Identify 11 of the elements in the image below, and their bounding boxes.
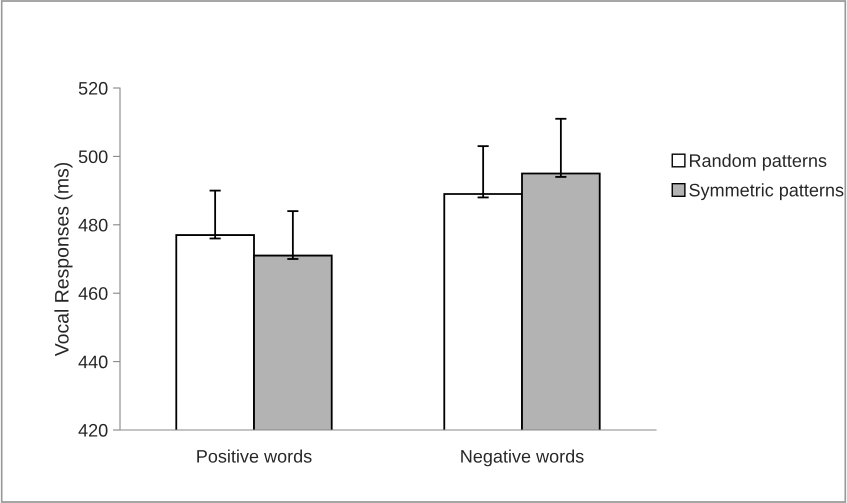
y-axis-title: Vocal Responses (ms) [54, 162, 73, 356]
y-tick-label: 420 [78, 424, 108, 437]
y-tick-label: 500 [78, 150, 108, 164]
y-tick-label: 480 [78, 218, 108, 232]
x-tick-label: Positive words [197, 449, 312, 463]
y-tick-label: 520 [78, 82, 108, 95]
legend-label: Random patterns [690, 154, 826, 171]
legend-label: Symmetric patterns [689, 183, 844, 200]
x-tick-label: Negative words [461, 449, 584, 466]
y-tick-label: 460 [78, 287, 108, 300]
y-tick-label: 440 [78, 356, 108, 368]
